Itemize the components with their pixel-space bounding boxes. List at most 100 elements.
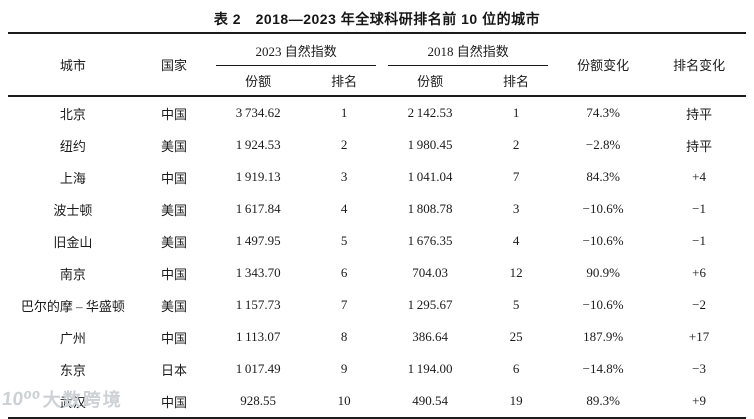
- watermark: 10⁰⁰ 大数跨境: [0, 386, 123, 412]
- col-group-2018-nature-index: 2018 自然指数: [382, 33, 554, 66]
- header-group-row: 城市 国家 2023 自然指数 2018 自然指数 份额变化 排名变化: [8, 33, 746, 73]
- share-2018-cell: 1 295.67: [407, 297, 453, 312]
- city-cell: 纽约: [59, 138, 86, 154]
- share-2023-cell: 1 924.53: [235, 137, 281, 152]
- rank-2018-cell: 7: [512, 169, 520, 184]
- rank-2018-cell: 5: [512, 297, 520, 312]
- col-header-rank-2023: 排名: [331, 74, 358, 89]
- city-cell: 东京: [59, 362, 86, 378]
- rank-2018-cell: 3: [512, 201, 520, 216]
- country-cell: 中国: [161, 330, 188, 346]
- col-header-country: 国家: [161, 58, 188, 73]
- table-row: 广州 中国 1 113.07 8 386.64 25 187.9% +17: [8, 321, 746, 353]
- share-change-cell: −10.6%: [582, 201, 624, 216]
- header-sub-row: 份额 排名 份额 排名: [8, 66, 746, 96]
- table-row: 武汉 中国 928.55 10 490.54 19 89.3% +9: [8, 385, 746, 418]
- share-2023-cell: 1 113.07: [235, 329, 281, 344]
- city-cell: 南京: [59, 266, 86, 282]
- rank-change-cell: 持平: [686, 106, 713, 122]
- rank-change-cell: +9: [692, 393, 707, 408]
- country-cell: 美国: [161, 202, 188, 218]
- rank-change-cell: 持平: [686, 138, 713, 154]
- rank-2018-cell: 12: [509, 265, 523, 280]
- share-2023-cell: 3 734.62: [235, 105, 281, 120]
- col-header-share-change: 份额变化: [577, 58, 630, 73]
- city-cell: 波士顿: [53, 202, 93, 218]
- country-cell: 美国: [161, 234, 188, 250]
- table-row: 巴尔的摩 – 华盛顿 美国 1 157.73 7 1 295.67 5 −10.6% −2: [8, 289, 746, 321]
- share-2023-cell: 1 157.73: [235, 297, 281, 312]
- col-group-2023-label: 2023 自然指数: [216, 34, 377, 66]
- country-cell: 美国: [161, 138, 188, 154]
- share-2018-cell: 2 142.53: [407, 105, 453, 120]
- table-header: 城市 国家 2023 自然指数 2018 自然指数 份额变化 排名变化 份额 排…: [8, 33, 746, 96]
- share-change-cell: 74.3%: [586, 105, 620, 120]
- col-group-2023-nature-index: 2023 自然指数: [210, 33, 382, 66]
- share-2018-cell: 1 808.78: [407, 201, 453, 216]
- city-cell: 广州: [59, 330, 86, 346]
- share-2018-cell: 490.54: [412, 393, 448, 408]
- rank-change-cell: +6: [692, 265, 707, 280]
- share-2023-cell: 1 617.84: [235, 201, 281, 216]
- share-2023-cell: 1 017.49: [235, 361, 281, 376]
- share-change-cell: 90.9%: [586, 265, 620, 280]
- table-row: 旧金山 美国 1 497.95 5 1 676.35 4 −10.6% −1: [8, 225, 746, 257]
- share-2018-cell: 1 194.00: [407, 361, 453, 376]
- rank-change-cell: +4: [692, 169, 707, 184]
- col-header-share-2023: 份额: [245, 74, 272, 89]
- rank-2023-cell: 10: [337, 393, 351, 408]
- watermark-logo-icon: 10⁰⁰: [0, 388, 41, 410]
- table-row: 东京 日本 1 017.49 9 1 194.00 6 −14.8% −3: [8, 353, 746, 385]
- rank-2023-cell: 1: [340, 105, 348, 120]
- share-2023-cell: 928.55: [240, 393, 277, 408]
- rank-change-cell: −1: [692, 233, 707, 248]
- rank-change-cell: −1: [692, 201, 707, 216]
- table-row: 上海 中国 1 919.13 3 1 041.04 7 84.3% +4: [8, 161, 746, 193]
- country-cell: 中国: [161, 170, 188, 186]
- rank-2018-cell: 1: [512, 105, 520, 120]
- rank-2018-cell: 19: [509, 393, 523, 408]
- table-row: 南京 中国 1 343.70 6 704.03 12 90.9% +6: [8, 257, 746, 289]
- city-cell: 旧金山: [53, 234, 93, 250]
- table-row: 纽约 美国 1 924.53 2 1 980.45 2 −2.8% 持平: [8, 129, 746, 161]
- table-row: 北京 中国 3 734.62 1 2 142.53 1 74.3% 持平: [8, 96, 746, 129]
- city-cell: 上海: [59, 170, 86, 186]
- rank-2023-cell: 4: [340, 201, 348, 216]
- share-change-cell: −10.6%: [582, 297, 624, 312]
- share-2023-cell: 1 919.13: [235, 169, 281, 184]
- watermark-text: 大数跨境: [42, 390, 123, 410]
- country-cell: 美国: [161, 298, 188, 314]
- share-change-cell: −10.6%: [582, 233, 624, 248]
- city-cell: 巴尔的摩 – 华盛顿: [20, 298, 125, 314]
- rank-2023-cell: 8: [340, 329, 348, 344]
- share-change-cell: 89.3%: [586, 393, 620, 408]
- country-cell: 中国: [161, 106, 188, 122]
- city-cell: 北京: [59, 106, 86, 122]
- rank-2018-cell: 25: [509, 329, 523, 344]
- rank-2023-cell: 7: [340, 297, 348, 312]
- share-change-cell: 187.9%: [583, 329, 624, 344]
- rank-2023-cell: 5: [340, 233, 348, 248]
- rank-2023-cell: 2: [340, 137, 348, 152]
- share-2018-cell: 1 676.35: [407, 233, 453, 248]
- rank-2023-cell: 9: [340, 361, 348, 376]
- table-body: 北京 中国 3 734.62 1 2 142.53 1 74.3% 持平 纽约 美国 1 924.5…: [8, 96, 746, 418]
- rank-change-cell: −3: [692, 361, 707, 376]
- rank-change-cell: −2: [692, 297, 707, 312]
- research-ranking-table: 城市 国家 2023 自然指数 2018 自然指数 份额变化 排名变化 份额 排…: [8, 32, 746, 419]
- share-2018-cell: 386.64: [412, 329, 448, 344]
- country-cell: 中国: [161, 266, 188, 282]
- country-cell: 日本: [161, 362, 188, 378]
- share-change-cell: −14.8%: [582, 361, 624, 376]
- share-2023-cell: 1 343.70: [235, 265, 281, 280]
- country-cell: 中国: [161, 394, 188, 410]
- share-change-cell: 84.3%: [586, 169, 620, 184]
- col-group-2018-label: 2018 自然指数: [388, 34, 549, 66]
- table-row: 波士顿 美国 1 617.84 4 1 808.78 3 −10.6% −1: [8, 193, 746, 225]
- share-2018-cell: 704.03: [412, 265, 448, 280]
- col-header-city: 城市: [59, 58, 86, 73]
- table-title: 表 2 2018—2023 年全球科研排名前 10 位的城市: [213, 11, 541, 27]
- share-2018-cell: 1 980.45: [407, 137, 453, 152]
- col-header-rank-change: 排名变化: [673, 58, 726, 73]
- rank-2023-cell: 3: [340, 169, 348, 184]
